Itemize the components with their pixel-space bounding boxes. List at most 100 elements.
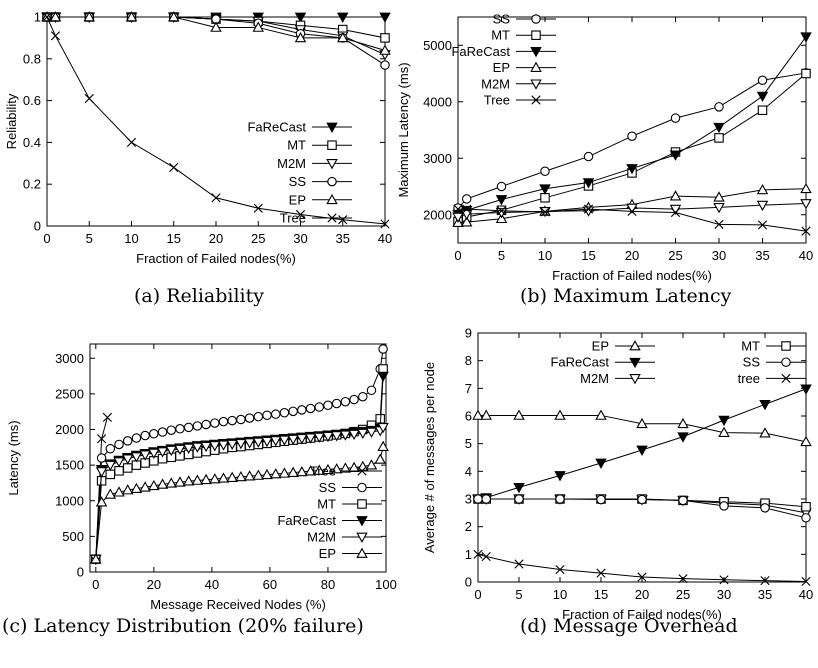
x-tick-label: 0 [92, 577, 99, 592]
data-point-mt [801, 68, 811, 79]
data-point-ep [90, 553, 102, 564]
data-point-ss [105, 443, 116, 454]
data-point-ss [757, 75, 768, 86]
data-point-tree [496, 206, 507, 216]
data-point-mt [114, 466, 124, 476]
y-tick-label: 3 [465, 492, 472, 507]
y-tick-label: 5 [465, 436, 472, 451]
data-point-mt [757, 105, 768, 115]
data-point-ss [236, 414, 246, 425]
data-point-ss [331, 398, 342, 409]
legend-marker-ep [530, 61, 542, 72]
chart-reliability: 0 5 10 15 20 25 30 35 40 0 0.2 0.4 0.6 0.8 1 Fraction o… [4, 10, 392, 267]
legend-marker-mt [531, 30, 541, 40]
data-point-ss [201, 419, 211, 430]
data-point-ss [279, 408, 290, 418]
data-point-ep [374, 453, 386, 464]
data-point-ss [218, 416, 229, 427]
y-tick-label: 2 [465, 519, 472, 534]
legend-marker-mt [327, 140, 337, 150]
caption-reliability: (a) Reliability [134, 285, 264, 307]
data-point-ep [113, 486, 125, 497]
data-point-ep [677, 417, 689, 429]
x-tick-label: 10 [538, 248, 552, 263]
legend-label-tree: Tree [280, 211, 306, 226]
data-point-farecast [718, 415, 730, 427]
caption-latency-distribution: (c) Latency Distribution (20% failure) [2, 615, 364, 637]
series-line-tree [458, 208, 807, 232]
x-axis-label: Fraction of Failed nodes(%) [136, 251, 296, 266]
data-point-tree [84, 93, 94, 104]
legend-label-farecast: FaReCast [247, 120, 306, 135]
data-point-mt [122, 463, 133, 473]
data-point-ep [165, 477, 177, 488]
y-tick-label: 0.4 [23, 135, 41, 150]
data-point-ss [719, 501, 729, 511]
series-line-tree [477, 553, 807, 582]
legend-marker-farecast [356, 516, 368, 527]
data-point-ep [756, 183, 769, 195]
data-point-mt [714, 133, 724, 143]
data-point-tree [540, 207, 550, 217]
data-point-farecast [677, 432, 689, 443]
data-point-ep [226, 471, 238, 482]
x-tick-label: 25 [668, 248, 682, 263]
data-point-m2m [156, 447, 169, 458]
data-point-tree [719, 575, 729, 585]
series-ep [90, 440, 389, 564]
data-point-ss [175, 424, 185, 434]
y-axis-label: Reliability [4, 93, 19, 149]
data-point-ep [261, 468, 273, 480]
data-point-ss [378, 344, 388, 354]
data-point-m2m [235, 439, 247, 450]
data-point-tree [481, 551, 491, 562]
legend-marker-m2m [326, 159, 338, 170]
legend-marker-ss [327, 176, 337, 187]
series-line-ss [457, 72, 807, 209]
y-tick-label: 1 [34, 10, 41, 25]
y-tick-label: 4000 [423, 94, 452, 109]
y-tick-label: 0 [34, 219, 41, 234]
data-point-ep [49, 11, 62, 22]
legend-label-m2m: M2M [580, 371, 609, 386]
y-axis-label: Maximum Latency (ms) [396, 62, 411, 197]
x-tick-label: 5 [86, 231, 93, 246]
data-point-ss [270, 409, 281, 419]
legend-marker-ss [357, 482, 367, 493]
data-point-m2m [756, 200, 769, 212]
data-point-ep [304, 465, 317, 476]
data-point-m2m [330, 431, 343, 442]
data-point-m2m [226, 439, 238, 451]
data-point-ep [472, 409, 484, 420]
data-point-ep [243, 470, 256, 481]
data-point-m2m [165, 445, 177, 457]
data-point-ep [235, 470, 247, 482]
data-point-tree [102, 412, 113, 422]
data-point-tree [473, 549, 483, 559]
x-tick-label: 20 [625, 248, 639, 263]
data-point-ep [377, 440, 389, 451]
legend-label-tree: Tree [484, 93, 510, 108]
legend-marker-m2m [629, 374, 641, 385]
data-point-ss [253, 411, 264, 422]
data-point-tree [678, 574, 688, 584]
data-point-mt [380, 33, 390, 43]
series-ss [91, 344, 388, 564]
data-point-tree [211, 193, 221, 203]
data-point-m2m [182, 443, 195, 454]
data-point-m2m [348, 429, 360, 441]
legend-marker-ss [531, 14, 541, 24]
x-tick-label: 80 [321, 577, 335, 592]
data-point-m2m [130, 452, 143, 463]
data-point-ep [125, 11, 138, 22]
y-tick-label: 2500 [55, 386, 84, 401]
y-tick-label: 4 [465, 464, 472, 479]
data-point-ep [294, 31, 307, 43]
legend-marker-ep [629, 340, 641, 351]
data-point-m2m [322, 431, 334, 443]
legend-label-farecast: FaReCast [451, 44, 510, 59]
y-tick-label: 6 [465, 409, 472, 424]
data-point-ss [496, 181, 507, 192]
